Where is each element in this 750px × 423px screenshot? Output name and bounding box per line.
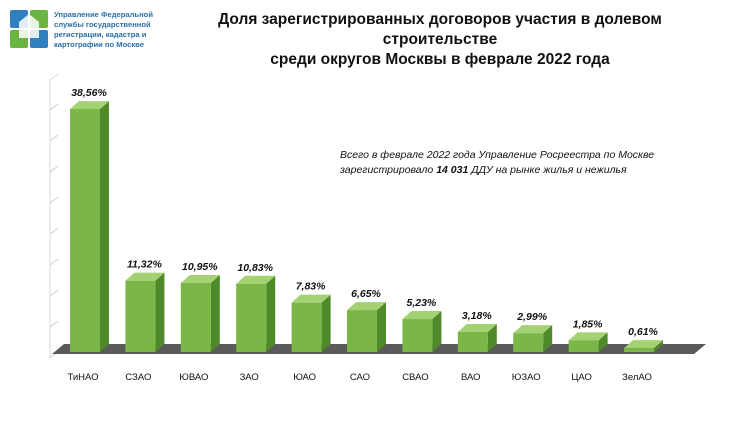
bar-top xyxy=(70,101,109,110)
bar-side xyxy=(654,340,663,352)
data-label: 1,85% xyxy=(573,318,603,330)
bar-side xyxy=(377,302,386,352)
logo-house-mark xyxy=(19,14,39,38)
bar xyxy=(347,310,377,352)
x-tick-label: ТиНАО xyxy=(67,372,98,383)
org-line: Управление Федеральной xyxy=(54,10,153,19)
bar xyxy=(125,280,156,352)
bar-side xyxy=(487,323,497,352)
bar-side xyxy=(266,275,276,352)
summary-note-total: 14 031 xyxy=(436,164,469,176)
y-axis-tick xyxy=(49,258,59,266)
bar-top xyxy=(402,311,442,320)
data-label: 10,83% xyxy=(237,262,273,274)
data-label: 5,23% xyxy=(407,297,437,309)
summary-note-text-end: ДДУ на рынке жилья и нежилья xyxy=(468,164,627,176)
x-tick-label: САО xyxy=(350,372,370,383)
org-line: регистрации, кадастра и xyxy=(54,30,147,39)
chart-title: Доля зарегистрированных договоров участи… xyxy=(160,10,720,70)
bar-side xyxy=(432,311,442,352)
bar-top xyxy=(236,275,276,284)
organization-name: Управление Федеральной службы государств… xyxy=(54,10,164,50)
org-line: картографии по Москве xyxy=(54,40,144,49)
x-tick-label: ЗелАО xyxy=(622,372,652,383)
bar-top xyxy=(568,332,608,341)
bar xyxy=(291,302,322,352)
bar-top xyxy=(513,325,553,334)
bar-top xyxy=(624,340,663,349)
bar-top xyxy=(457,323,497,332)
y-axis-tick xyxy=(49,196,59,204)
bar-side xyxy=(155,272,165,352)
x-tick-label: ЮЗАО xyxy=(512,372,541,383)
data-label: 7,83% xyxy=(296,281,326,293)
x-tick-label: СЗАО xyxy=(125,372,151,383)
bar xyxy=(457,331,488,352)
chart-title-line-1: Доля зарегистрированных договоров участи… xyxy=(218,11,662,48)
org-line: службы государственной xyxy=(54,20,151,29)
bar xyxy=(568,340,599,352)
y-axis-tick xyxy=(49,320,59,328)
bar xyxy=(513,333,544,352)
y-axis-wall xyxy=(49,73,59,358)
bar-top xyxy=(291,294,331,303)
summary-note-text: Всего в феврале 2022 года Управление Рос… xyxy=(340,149,655,176)
x-tick-label: ЗАО xyxy=(240,372,259,383)
y-axis-tick xyxy=(49,165,59,173)
rosreestr-logo xyxy=(10,10,48,48)
bar-side xyxy=(598,332,608,352)
bar-top xyxy=(180,275,220,284)
bar-side xyxy=(543,325,553,352)
bar xyxy=(402,319,433,352)
bar-side xyxy=(321,294,331,352)
chart-title-line-2: среди округов Москвы в феврале 2022 года xyxy=(270,51,610,68)
data-label: 3,18% xyxy=(462,310,492,322)
data-label: 38,56% xyxy=(71,87,107,99)
summary-note: Всего в феврале 2022 года Управление Рос… xyxy=(340,148,680,178)
y-axis-tick xyxy=(49,227,59,235)
data-label: 10,95% xyxy=(182,261,218,273)
bar-top xyxy=(125,272,165,281)
data-label: 11,32% xyxy=(127,259,162,271)
x-tick-label: ЦАО xyxy=(571,372,592,383)
bar-top xyxy=(347,302,386,311)
x-tick-label: ЮВАО xyxy=(179,372,208,383)
x-tick-label: СВАО xyxy=(402,372,428,383)
data-label: 6,65% xyxy=(351,288,381,300)
data-label: 0,61% xyxy=(628,326,658,338)
y-axis-tick xyxy=(49,134,59,142)
y-axis-tick xyxy=(49,103,59,111)
data-label: 2,99% xyxy=(516,311,547,323)
x-tick-label: ЮАО xyxy=(293,372,316,383)
bar xyxy=(70,109,100,353)
bar xyxy=(236,283,267,352)
y-axis-tick xyxy=(49,289,59,297)
bar xyxy=(624,348,654,352)
bar xyxy=(180,283,211,352)
bar-side xyxy=(210,275,220,352)
bar-side xyxy=(100,101,109,353)
x-tick-label: ВАО xyxy=(461,372,481,383)
